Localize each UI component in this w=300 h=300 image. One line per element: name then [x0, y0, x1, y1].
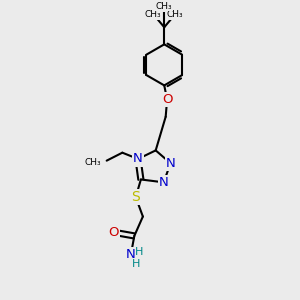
Text: H: H [132, 259, 140, 269]
Text: CH₃: CH₃ [156, 2, 172, 10]
Text: N: N [159, 176, 169, 189]
Text: H: H [135, 247, 144, 256]
Text: CH₃: CH₃ [85, 158, 101, 166]
Text: N: N [166, 157, 176, 170]
Text: S: S [131, 190, 140, 204]
Text: O: O [108, 226, 119, 239]
Text: N: N [126, 248, 136, 261]
Text: O: O [162, 93, 172, 106]
Text: N: N [133, 152, 143, 166]
Text: CH₃: CH₃ [145, 10, 162, 19]
Text: CH₃: CH₃ [167, 10, 184, 19]
